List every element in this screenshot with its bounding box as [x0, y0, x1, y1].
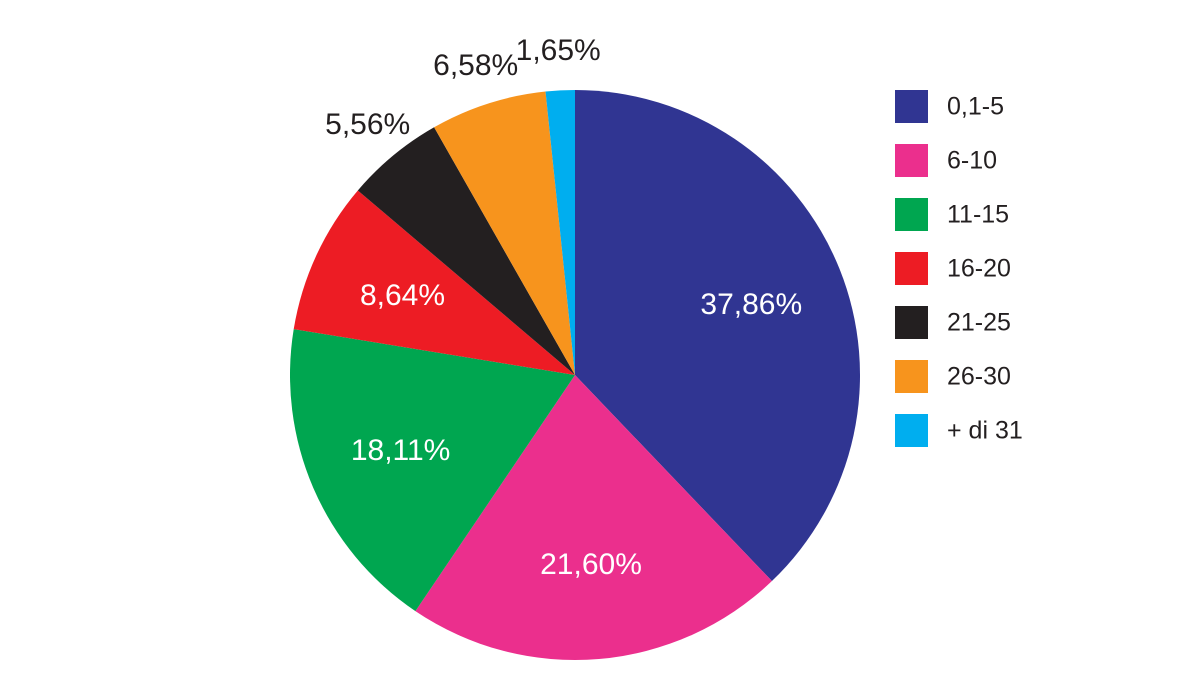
legend-swatch-0-1-5 — [895, 90, 928, 123]
data-label-11-15: 18,11% — [351, 434, 451, 467]
data-label-21-25: 5,56% — [325, 108, 410, 141]
slice-21-25 — [357, 127, 575, 375]
legend-label-21-25: 21-25 — [947, 309, 1011, 337]
data-label-0-1-5: 37,86% — [700, 288, 802, 321]
legend-item-26-30: 26-30 — [895, 360, 1011, 393]
legend-swatch-6-10 — [895, 144, 928, 177]
legend-item-6-10: 6-10 — [895, 144, 997, 177]
legend-swatch-16-20 — [895, 252, 928, 285]
slice-plus-di-31 — [545, 90, 575, 375]
legend-label-6-10: 6-10 — [947, 147, 997, 175]
legend-item-21-25: 21-25 — [895, 306, 1011, 339]
legend-label-plus-di-31: + di 31 — [947, 417, 1023, 445]
legend-swatch-11-15 — [895, 198, 928, 231]
slice-labels: 37,86% 21,60% 18,11% 8,64% 5,56% 6,58%1,65% — [325, 34, 802, 581]
slice-16-20 — [293, 190, 575, 375]
slice-11-15 — [290, 329, 575, 612]
legend-item-0-1-5: 0,1-5 — [895, 90, 1004, 123]
slice-26-30 — [434, 91, 575, 375]
legend-swatch-plus-di-31 — [895, 414, 928, 447]
legend-item-11-15: 11-15 — [895, 198, 1009, 231]
slice-0-1-5 — [575, 90, 861, 582]
legend-swatch-21-25 — [895, 306, 928, 339]
legend: 0,1-5 6-10 11-15 16-20 21-25 26-30 + di 31 — [895, 90, 1023, 447]
legend-label-16-20: 16-20 — [947, 255, 1011, 283]
legend-item-plus-di-31: + di 31 — [895, 414, 1023, 447]
legend-label-26-30: 26-30 — [947, 363, 1011, 391]
pie-slices — [290, 90, 861, 661]
data-label-6-10: 21,60% — [540, 548, 642, 581]
data-label-16-20: 8,64% — [360, 279, 445, 312]
data-label-plus-di-31: 1,65% — [516, 34, 601, 67]
slice-6-10 — [415, 375, 772, 661]
legend-label-0-1-5: 0,1-5 — [947, 93, 1004, 121]
legend-label-11-15: 11-15 — [947, 201, 1009, 229]
data-label-26-30: 6,58% — [433, 49, 518, 82]
legend-item-16-20: 16-20 — [895, 252, 1011, 285]
legend-swatch-26-30 — [895, 360, 928, 393]
